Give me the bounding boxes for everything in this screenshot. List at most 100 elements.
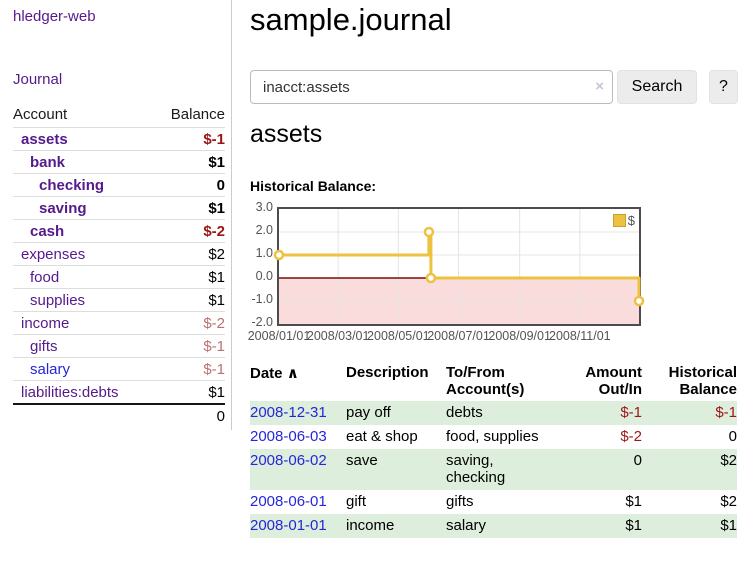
- accounts-header-account: Account: [13, 106, 68, 123]
- account-link-bank[interactable]: bank: [30, 154, 66, 171]
- transaction-balance: $1: [720, 517, 737, 534]
- x-axis-tick-label: 2008/11/01: [548, 329, 611, 343]
- account-row: gifts $-1: [13, 334, 225, 358]
- app-brand-link[interactable]: hledger-web: [13, 8, 96, 25]
- transaction-date-cell: 2008-01-01: [250, 514, 346, 538]
- register-row[interactable]: 2008-06-01 gift gifts $1 $2: [250, 490, 737, 514]
- transaction-description: pay off: [346, 404, 391, 421]
- transaction-description: save: [346, 452, 378, 469]
- register-row[interactable]: 2008-12-31 pay off debts $-1 $-1: [250, 401, 737, 425]
- search-row: × Search ?: [250, 70, 738, 104]
- historical-balance-chart: $ 3.0 2.0 1.0 0.0 -1.0 -2.0 2008/01/01 2008/03/…: [247, 200, 650, 347]
- account-link-assets[interactable]: assets: [21, 131, 68, 148]
- account-row: salary $-1: [13, 357, 225, 381]
- transaction-accounts: food, supplies: [446, 428, 539, 445]
- transaction-date-cell: 2008-06-02: [250, 449, 346, 490]
- account-link-income[interactable]: income: [21, 315, 70, 332]
- x-axis-tick-label: 2008/09/01: [488, 329, 551, 343]
- account-balance: $1: [153, 150, 225, 174]
- register-header-row: Date ∧ Description To/From Account(s) Am…: [250, 362, 737, 401]
- transaction-description: gift: [346, 493, 367, 510]
- transaction-accounts: gifts: [446, 493, 474, 510]
- account-balance: $-1: [153, 334, 225, 358]
- transaction-amount: $1: [625, 517, 642, 534]
- accounts-table: Account Balance assets $-1 bank $1 checking 0…: [13, 103, 225, 427]
- page-title: sample.journal: [250, 2, 452, 37]
- transaction-date-link[interactable]: 2008-06-03: [250, 428, 327, 445]
- account-balance: 0: [153, 173, 225, 197]
- account-row: saving $1: [13, 196, 225, 220]
- register-row[interactable]: 2008-06-03 eat & shop food, supplies $-2 0: [250, 425, 737, 449]
- account-title: assets: [250, 120, 323, 148]
- transaction-date-link[interactable]: 2008-06-01: [250, 493, 327, 510]
- account-link-expenses[interactable]: expenses: [21, 246, 86, 263]
- transaction-balance: $2: [720, 493, 737, 510]
- transaction-date-cell: 2008-06-03: [250, 425, 346, 449]
- transaction-date-cell: 2008-12-31: [250, 401, 346, 425]
- account-link-gifts[interactable]: gifts: [30, 338, 58, 355]
- x-axis-tick-label: 2008/07/01: [427, 329, 490, 343]
- transaction-date-link[interactable]: 2008-06-02: [250, 452, 327, 469]
- register-header-date[interactable]: Date ∧: [250, 365, 299, 382]
- y-axis-tick-label: -1.0: [251, 292, 273, 306]
- register-header-balance: Historical Balance: [668, 364, 737, 398]
- register-header-amount: Amount Out/In: [585, 364, 642, 398]
- account-row: food $1: [13, 265, 225, 289]
- accounts-header-row: Account Balance: [13, 103, 225, 128]
- account-link-liabilities-debts[interactable]: liabilities:debts: [21, 384, 119, 401]
- accounts-total-row: 0: [13, 403, 225, 427]
- legend-label: $: [627, 213, 635, 228]
- search-button[interactable]: Search: [617, 70, 697, 104]
- chart-canvas: [273, 209, 645, 324]
- transaction-balance: $2: [720, 452, 737, 469]
- register-table: Date ∧ Description To/From Account(s) Am…: [250, 362, 737, 538]
- y-axis-tick-label: 0.0: [255, 269, 273, 283]
- account-link-salary[interactable]: salary: [30, 361, 71, 378]
- register-header-description: Description: [346, 364, 429, 381]
- x-axis-tick-label: 2008/03/01: [306, 329, 370, 343]
- account-link-cash[interactable]: cash: [30, 223, 65, 240]
- account-balance: $1: [153, 288, 225, 312]
- chart-title: Historical Balance:: [250, 178, 377, 194]
- search-input[interactable]: [250, 70, 613, 104]
- account-link-supplies[interactable]: supplies: [30, 292, 86, 309]
- account-row: cash $-2: [13, 219, 225, 243]
- clear-search-icon[interactable]: ×: [595, 78, 604, 95]
- account-row: checking 0: [13, 173, 225, 197]
- account-row: liabilities:debts $1: [13, 380, 225, 404]
- register-row[interactable]: 2008-01-01 income salary $1 $1: [250, 514, 737, 538]
- account-balance: $-1: [153, 357, 225, 381]
- account-balance: $2: [153, 242, 225, 266]
- register-row[interactable]: 2008-06-02 save saving, checking 0 $2: [250, 449, 737, 490]
- y-axis-tick-label: -2.0: [251, 315, 273, 329]
- transaction-amount: 0: [633, 452, 642, 469]
- sidebar-item-journal[interactable]: Journal: [13, 71, 63, 88]
- account-balance: $-1: [153, 127, 225, 151]
- account-row: assets $-1: [13, 127, 225, 151]
- transaction-description: eat & shop: [346, 428, 418, 445]
- accounts-total-balance: 0: [153, 403, 225, 427]
- account-link-food[interactable]: food: [30, 269, 60, 286]
- account-balance: $1: [153, 265, 225, 289]
- legend-swatch-icon: [612, 214, 626, 227]
- account-balance: $1: [153, 380, 225, 404]
- y-axis-tick-label: 1.0: [255, 246, 273, 260]
- transaction-accounts: saving, checking: [446, 452, 506, 486]
- account-row: income $-2: [13, 311, 225, 335]
- account-row: supplies $1: [13, 288, 225, 312]
- transaction-date-link[interactable]: 2008-12-31: [250, 404, 327, 421]
- transaction-date-link[interactable]: 2008-01-01: [250, 517, 327, 534]
- y-axis-tick-label: 3.0: [255, 200, 273, 214]
- account-link-saving[interactable]: saving: [39, 200, 87, 217]
- transaction-balance: $-1: [715, 404, 737, 421]
- account-link-checking[interactable]: checking: [39, 177, 105, 194]
- account-row: bank $1: [13, 150, 225, 174]
- main-content: sample.journal × Search ? assets Histori…: [248, 0, 738, 538]
- transaction-amount: $-1: [620, 404, 642, 421]
- help-button[interactable]: ?: [709, 70, 738, 104]
- account-balance: $-2: [153, 311, 225, 335]
- sort-ascending-icon: ∧: [286, 365, 299, 382]
- search-box: ×: [250, 70, 613, 104]
- account-row: expenses $2: [13, 242, 225, 266]
- x-axis-tick-label: 2008/01/01: [247, 329, 311, 343]
